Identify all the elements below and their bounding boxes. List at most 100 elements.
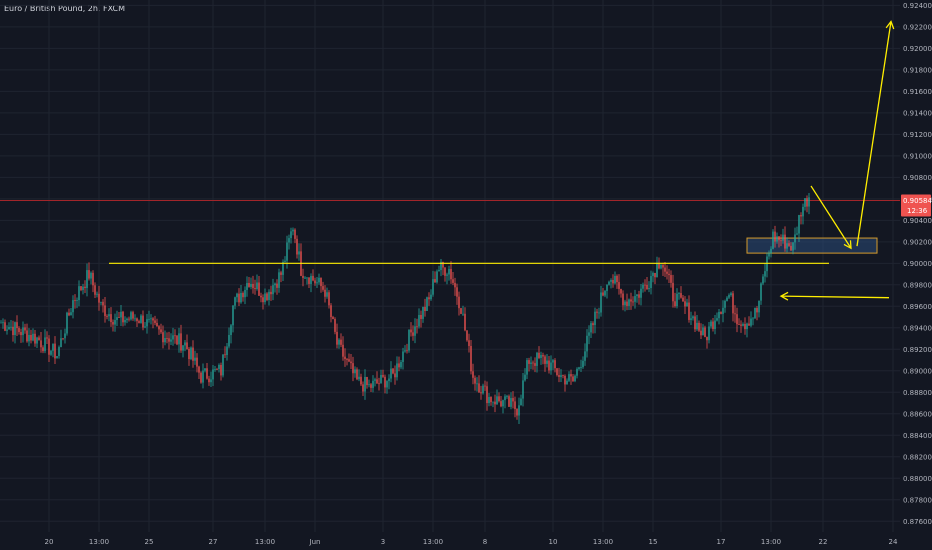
candle-body [188,348,190,360]
x-tick-label: 13:00 [89,538,109,546]
candle-body [334,319,336,332]
candle-body [508,396,510,407]
candle-body [302,275,304,278]
candle-body [366,376,368,386]
candle-body [296,238,298,255]
candle-body [662,265,664,268]
candle-body [530,362,532,364]
y-tick-label: 0.91000 [903,152,932,160]
candle-body [660,265,662,269]
candle-body [482,385,484,394]
x-tick-label: Jun [309,538,321,546]
candle-body [548,360,550,371]
y-tick-label: 0.87800 [903,496,932,504]
candle-body [556,368,558,375]
candle-body [806,198,808,207]
candle-body [218,364,220,370]
candle-body [200,372,202,383]
x-tick-label: 13:00 [593,538,613,546]
candle-body [290,231,292,239]
candle-body [108,314,110,317]
candle-body [24,327,26,331]
candle-body [656,263,658,278]
candle-body [204,368,206,371]
y-tick-label: 0.90200 [903,238,932,246]
y-tick-label: 0.92400 [903,2,932,10]
y-tick-label: 0.88400 [903,432,932,440]
candle-body [402,351,404,362]
candle-body [594,311,596,326]
candle-body [100,301,102,303]
candle-body [310,275,312,284]
candle-body [746,323,748,330]
candle-body [260,295,262,298]
x-tick-label: 24 [889,538,898,546]
candle-body [538,352,540,358]
candle-body [592,323,594,326]
candle-body [358,376,360,380]
candle-body [156,322,158,327]
current-price-badge: 0.90584 12:36 [901,194,932,217]
candle-body [612,279,614,284]
candle-body [234,297,236,306]
candle-body [270,291,272,295]
candle-body [524,374,526,381]
candle-body [580,367,582,368]
candle-body [262,297,264,303]
y-tick-label: 0.89800 [903,281,932,289]
candle-body [210,379,212,383]
candle-body [314,280,316,284]
candle-body [512,398,514,402]
candle-body [10,326,12,328]
arrow-up-target [856,20,895,247]
candle-body [42,347,44,352]
candle-body [686,302,688,307]
candle-body [380,374,382,384]
candle-body [104,305,106,317]
candle-body [392,368,394,374]
candle-body [808,197,810,207]
candle-body [408,329,410,351]
candle-body [696,322,698,330]
candle-body [700,330,702,336]
candle-body [242,292,244,298]
candle-body [230,325,232,335]
candle-body [142,315,144,328]
candle-body [252,283,254,289]
candle-body [600,292,602,313]
candle-body [370,384,372,388]
candle-body [506,396,508,398]
candle-body [422,306,424,319]
candle-body [784,234,786,249]
candle-body [390,368,392,379]
candle-body [710,321,712,327]
candle-body [648,288,650,290]
candle-body [368,384,370,386]
candle-body [618,282,620,289]
candle-body [254,288,256,289]
candle-body [768,253,770,257]
candle-body [786,243,788,249]
y-tick-label: 0.90000 [903,260,932,268]
candle-body [674,301,676,307]
candle-body [606,284,608,291]
candle-body [20,332,22,336]
candle-body [126,318,128,321]
candle-body [522,380,524,399]
candle-body [330,305,332,318]
candle-body [464,313,466,331]
candle-body [246,282,248,290]
candle-body [510,398,512,407]
candle-body [410,329,412,333]
candle-body [684,301,686,307]
x-axis: 20 13:00 25 27 13:00 Jun 3 13:00 8 10 13:00 15 17 13:… [0,532,932,550]
candle-body [276,283,278,288]
candle-body [256,282,258,289]
y-axis: 0.92400 0.92200 0.92000 0.91800 0.91600 0.914… [900,0,932,550]
candle-body [792,242,794,251]
candle-body [502,400,504,407]
candle-body [224,354,226,356]
candle-body [360,376,362,385]
candle-body [86,270,88,289]
candles [0,193,810,424]
